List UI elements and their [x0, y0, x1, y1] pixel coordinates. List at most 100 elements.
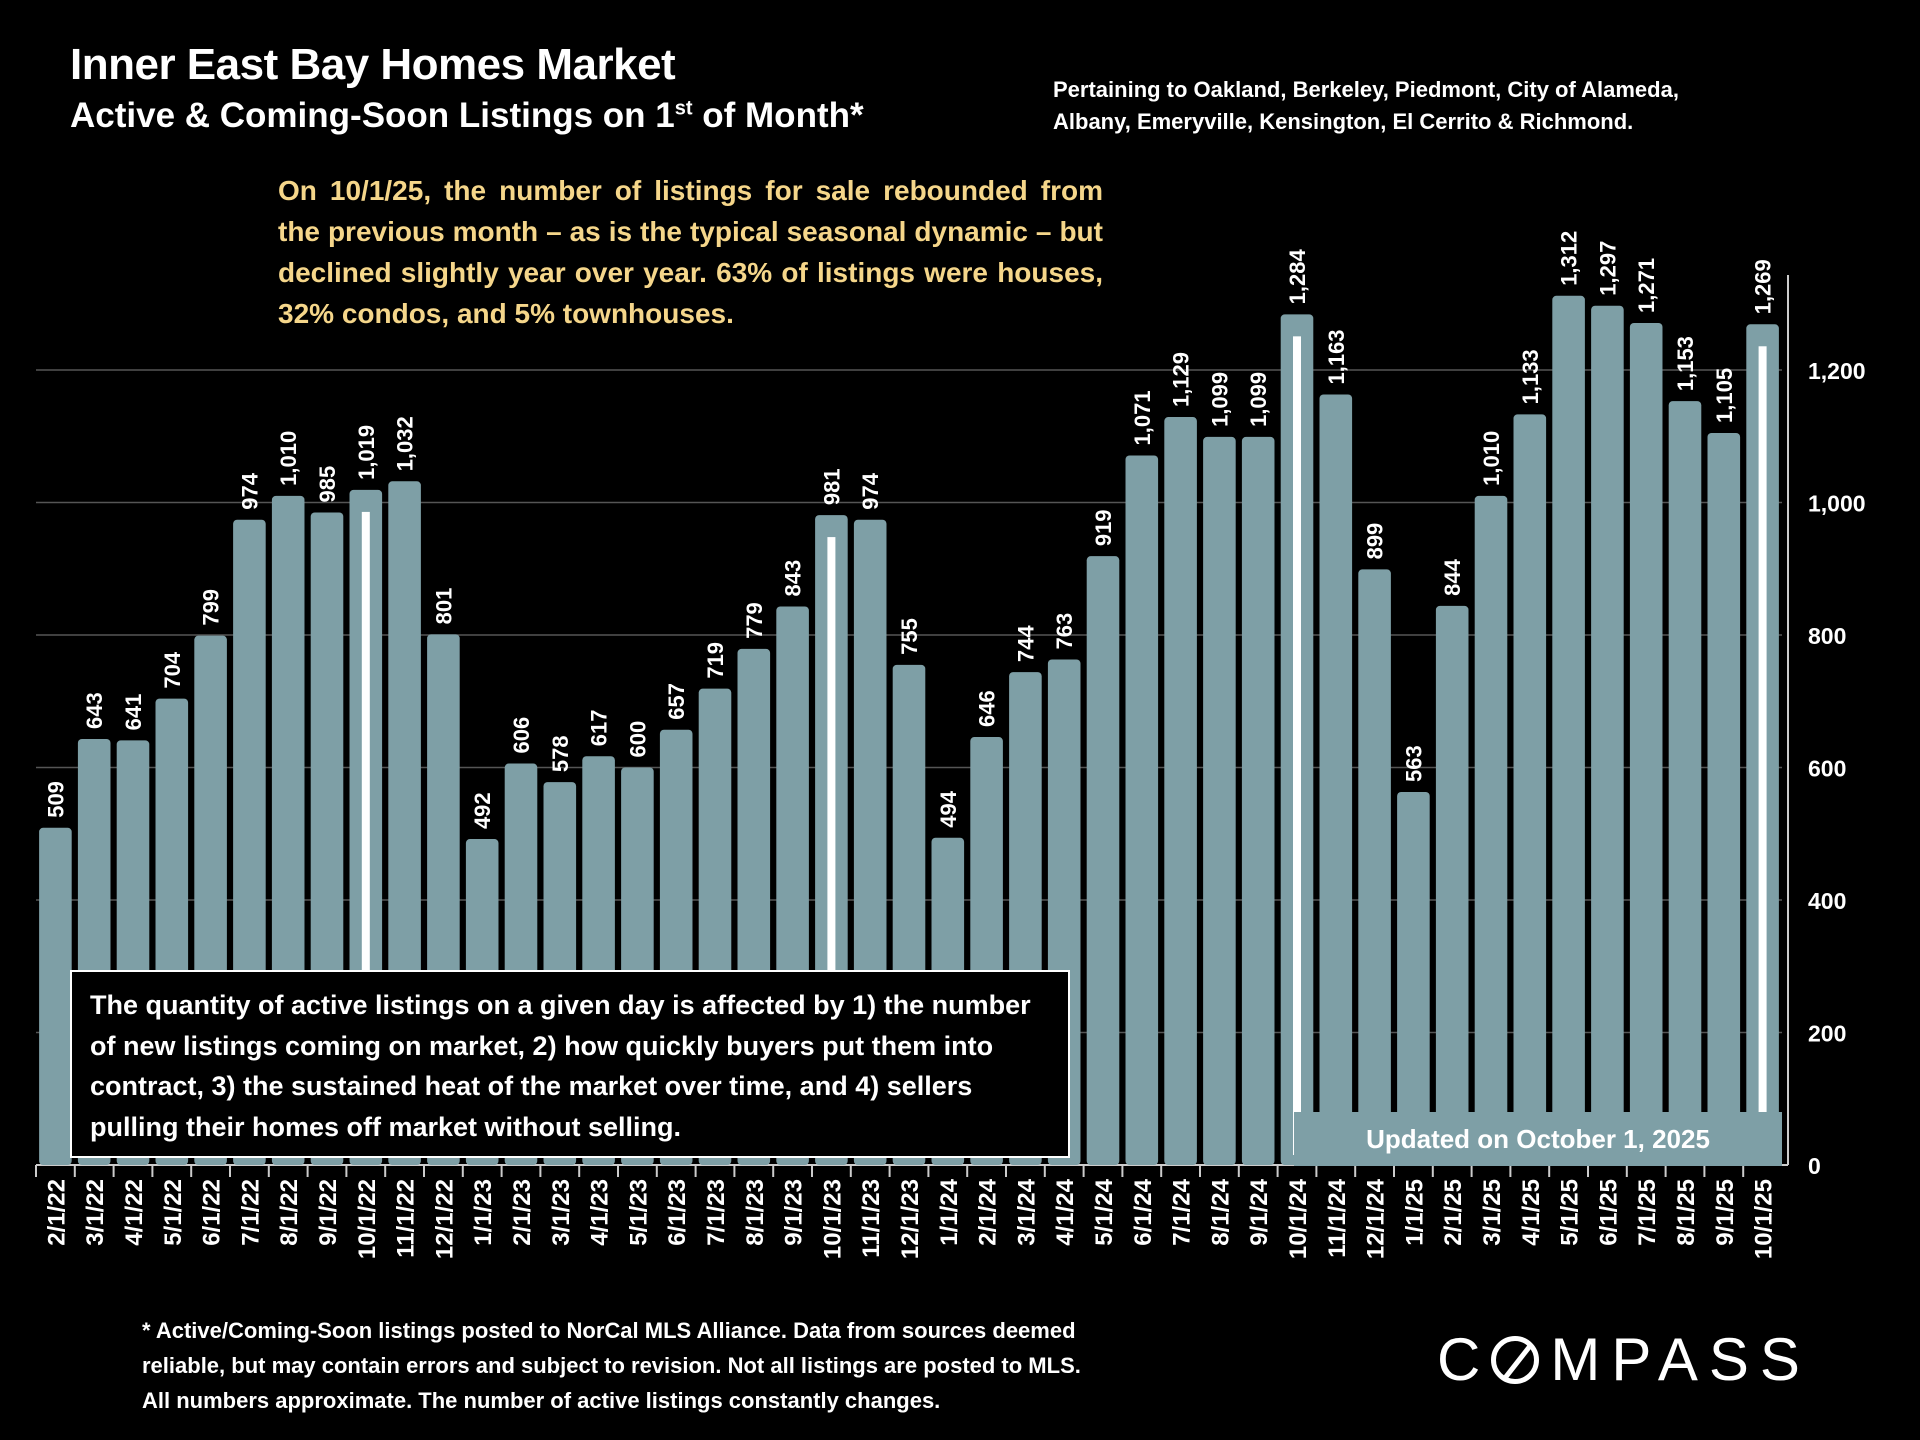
data-label: 1,071 [1130, 390, 1155, 445]
data-label: 744 [1013, 625, 1038, 662]
x-tick-label: 12/1/22 [431, 1179, 458, 1259]
bar [39, 827, 72, 1165]
x-tick-label: 9/1/24 [1246, 1178, 1273, 1245]
data-label: 578 [548, 735, 573, 772]
data-label: 1,271 [1634, 258, 1659, 313]
bar [1125, 455, 1159, 1165]
data-label: 600 [625, 721, 650, 758]
bar [1707, 432, 1741, 1165]
bar [1513, 414, 1547, 1165]
x-tick-label: 7/1/24 [1169, 1178, 1196, 1245]
footnote: * Active/Coming-Soon listings posted to … [142, 1318, 1081, 1414]
data-label: 719 [703, 642, 728, 679]
data-label: 657 [664, 683, 689, 720]
bar [1319, 394, 1353, 1165]
x-tick-label: 5/1/25 [1557, 1179, 1584, 1246]
y-tick-label: 1,200 [1808, 358, 1866, 384]
x-tick-label: 7/1/23 [703, 1179, 730, 1246]
x-tick-label: 1/1/25 [1401, 1179, 1428, 1246]
data-label: 1,129 [1169, 352, 1194, 407]
data-label: 1,269 [1751, 259, 1776, 314]
data-label: 617 [587, 710, 612, 747]
data-label: 509 [43, 781, 68, 818]
x-tick-label: 10/1/25 [1751, 1179, 1778, 1259]
data-label: 919 [1091, 509, 1116, 546]
chart-title: Inner East Bay Homes Market [70, 40, 676, 89]
data-label: 763 [1052, 613, 1077, 650]
data-label: 981 [819, 468, 844, 505]
data-label: 974 [237, 472, 262, 509]
x-tick-label: 6/1/25 [1595, 1179, 1622, 1246]
data-label: 1,099 [1207, 372, 1232, 427]
data-label: 974 [858, 472, 883, 509]
highlight-stripe [827, 537, 836, 1155]
data-label: 494 [936, 790, 961, 827]
area-description: Pertaining to Oakland, Berkeley, Piedmon… [1053, 77, 1679, 134]
x-tick-label: 7/1/25 [1634, 1179, 1661, 1246]
data-label: 843 [781, 560, 806, 597]
x-tick-label: 3/1/25 [1479, 1179, 1506, 1246]
data-label: 899 [1363, 523, 1388, 560]
data-label: 1,105 [1712, 368, 1737, 423]
data-label: 1,153 [1673, 336, 1698, 391]
x-tick-label: 9/1/22 [315, 1179, 342, 1246]
data-label: 985 [315, 466, 340, 503]
y-tick-label: 0 [1808, 1153, 1821, 1179]
data-label: 799 [199, 589, 224, 626]
data-label: 1,019 [354, 425, 379, 480]
bar [1397, 792, 1430, 1165]
highlight-stripe [361, 511, 370, 1156]
x-tick-label: 7/1/22 [237, 1179, 264, 1246]
data-label: 492 [470, 792, 495, 829]
x-tick-label: 10/1/22 [354, 1179, 381, 1259]
data-label: 1,297 [1595, 241, 1620, 296]
bar [1591, 305, 1624, 1165]
x-tick-label: 2/1/23 [509, 1179, 536, 1246]
data-label: 779 [742, 602, 767, 639]
x-tick-label: 1/1/24 [936, 1178, 963, 1245]
data-label: 1,133 [1518, 349, 1543, 404]
bar [1668, 401, 1702, 1165]
x-tick-label: 3/1/22 [82, 1179, 109, 1246]
chart-subtitle: Active & Coming-Soon Listings on 1st of … [70, 96, 864, 135]
bar [1358, 569, 1391, 1165]
data-label: 704 [160, 651, 185, 688]
y-tick-label: 600 [1808, 756, 1846, 782]
data-label: 1,163 [1324, 329, 1349, 384]
data-label: 801 [431, 588, 456, 625]
bar [1474, 495, 1508, 1165]
x-tick-label: 9/1/23 [781, 1179, 808, 1246]
x-tick-label: 8/1/22 [276, 1179, 303, 1246]
data-label: 1,010 [276, 431, 301, 486]
data-label: 606 [509, 717, 534, 754]
x-tick-label: 8/1/25 [1673, 1179, 1700, 1246]
data-label: 1,312 [1557, 231, 1582, 286]
x-tick-label: 11/1/24 [1324, 1178, 1351, 1257]
x-tick-label: 8/1/23 [742, 1179, 769, 1246]
commentary-text: On 10/1/25, the number of listings for s… [278, 175, 1103, 330]
x-tick-label: 2/1/22 [43, 1179, 70, 1246]
data-label: 646 [975, 690, 1000, 727]
x-tick-label: 12/1/23 [897, 1179, 924, 1259]
x-tick-label: 3/1/23 [548, 1179, 575, 1246]
compass-logo-o-icon [1491, 1336, 1540, 1384]
data-label: 643 [82, 692, 107, 729]
data-label: 641 [121, 694, 146, 731]
bar [1241, 436, 1275, 1166]
data-label: 1,099 [1246, 372, 1271, 427]
x-tick-label: 2/1/25 [1440, 1179, 1467, 1246]
x-tick-label: 9/1/25 [1712, 1179, 1739, 1246]
data-label: 844 [1440, 558, 1465, 595]
bar [1629, 322, 1663, 1165]
bar [1203, 436, 1236, 1166]
x-tick-label: 11/1/23 [858, 1179, 885, 1258]
data-label: 755 [897, 618, 922, 655]
y-tick-label: 800 [1808, 623, 1846, 649]
updated-badge: Updated on October 1, 2025 [1294, 1112, 1782, 1166]
x-tick-label: 6/1/23 [664, 1179, 691, 1246]
x-tick-label: 4/1/23 [587, 1179, 614, 1246]
bar [1086, 556, 1120, 1165]
x-tick-label: 1/1/23 [470, 1179, 497, 1246]
x-tick-label: 6/1/22 [199, 1179, 226, 1246]
x-tick-label: 5/1/22 [160, 1179, 187, 1246]
